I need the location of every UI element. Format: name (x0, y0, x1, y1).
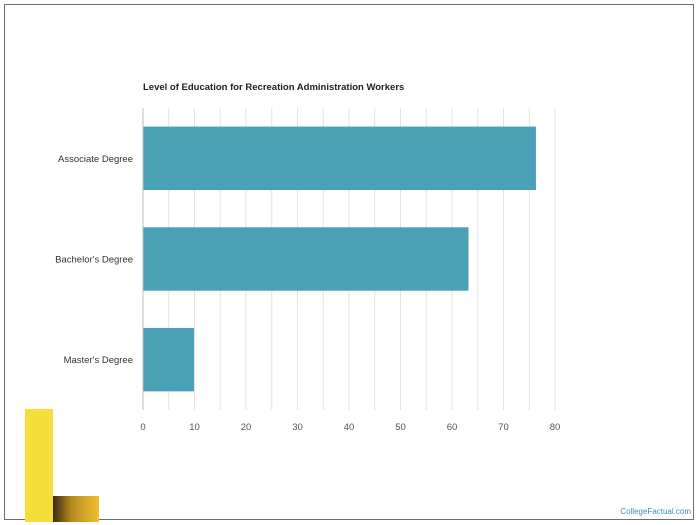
bar (143, 126, 536, 191)
bar-layer (143, 126, 536, 392)
x-tick-label: 0 (140, 422, 145, 433)
axis-layer: Associate Degree Bachelor's Degree Master'… (55, 108, 560, 433)
watermark: CollegeFactual.com (620, 507, 691, 516)
x-tick-label: 30 (292, 422, 303, 433)
x-tick-label: 20 (241, 422, 252, 433)
x-tick-label: 50 (395, 422, 406, 433)
x-tick-label: 70 (498, 422, 509, 433)
bar (143, 327, 194, 392)
logo-vertical-bar (25, 409, 53, 522)
category-label: Master's Degree (64, 355, 133, 366)
chart-title: Level of Education for Recreation Admini… (143, 82, 405, 93)
x-tick-label: 10 (189, 422, 200, 433)
x-tick-label: 60 (447, 422, 458, 433)
bar (143, 227, 469, 291)
x-tick-label: 80 (550, 422, 561, 433)
category-label: Bachelor's Degree (55, 255, 133, 266)
category-label: Associate Degree (58, 154, 133, 165)
logo-horizontal-bar (53, 496, 99, 522)
x-tick-label: 40 (344, 422, 355, 433)
